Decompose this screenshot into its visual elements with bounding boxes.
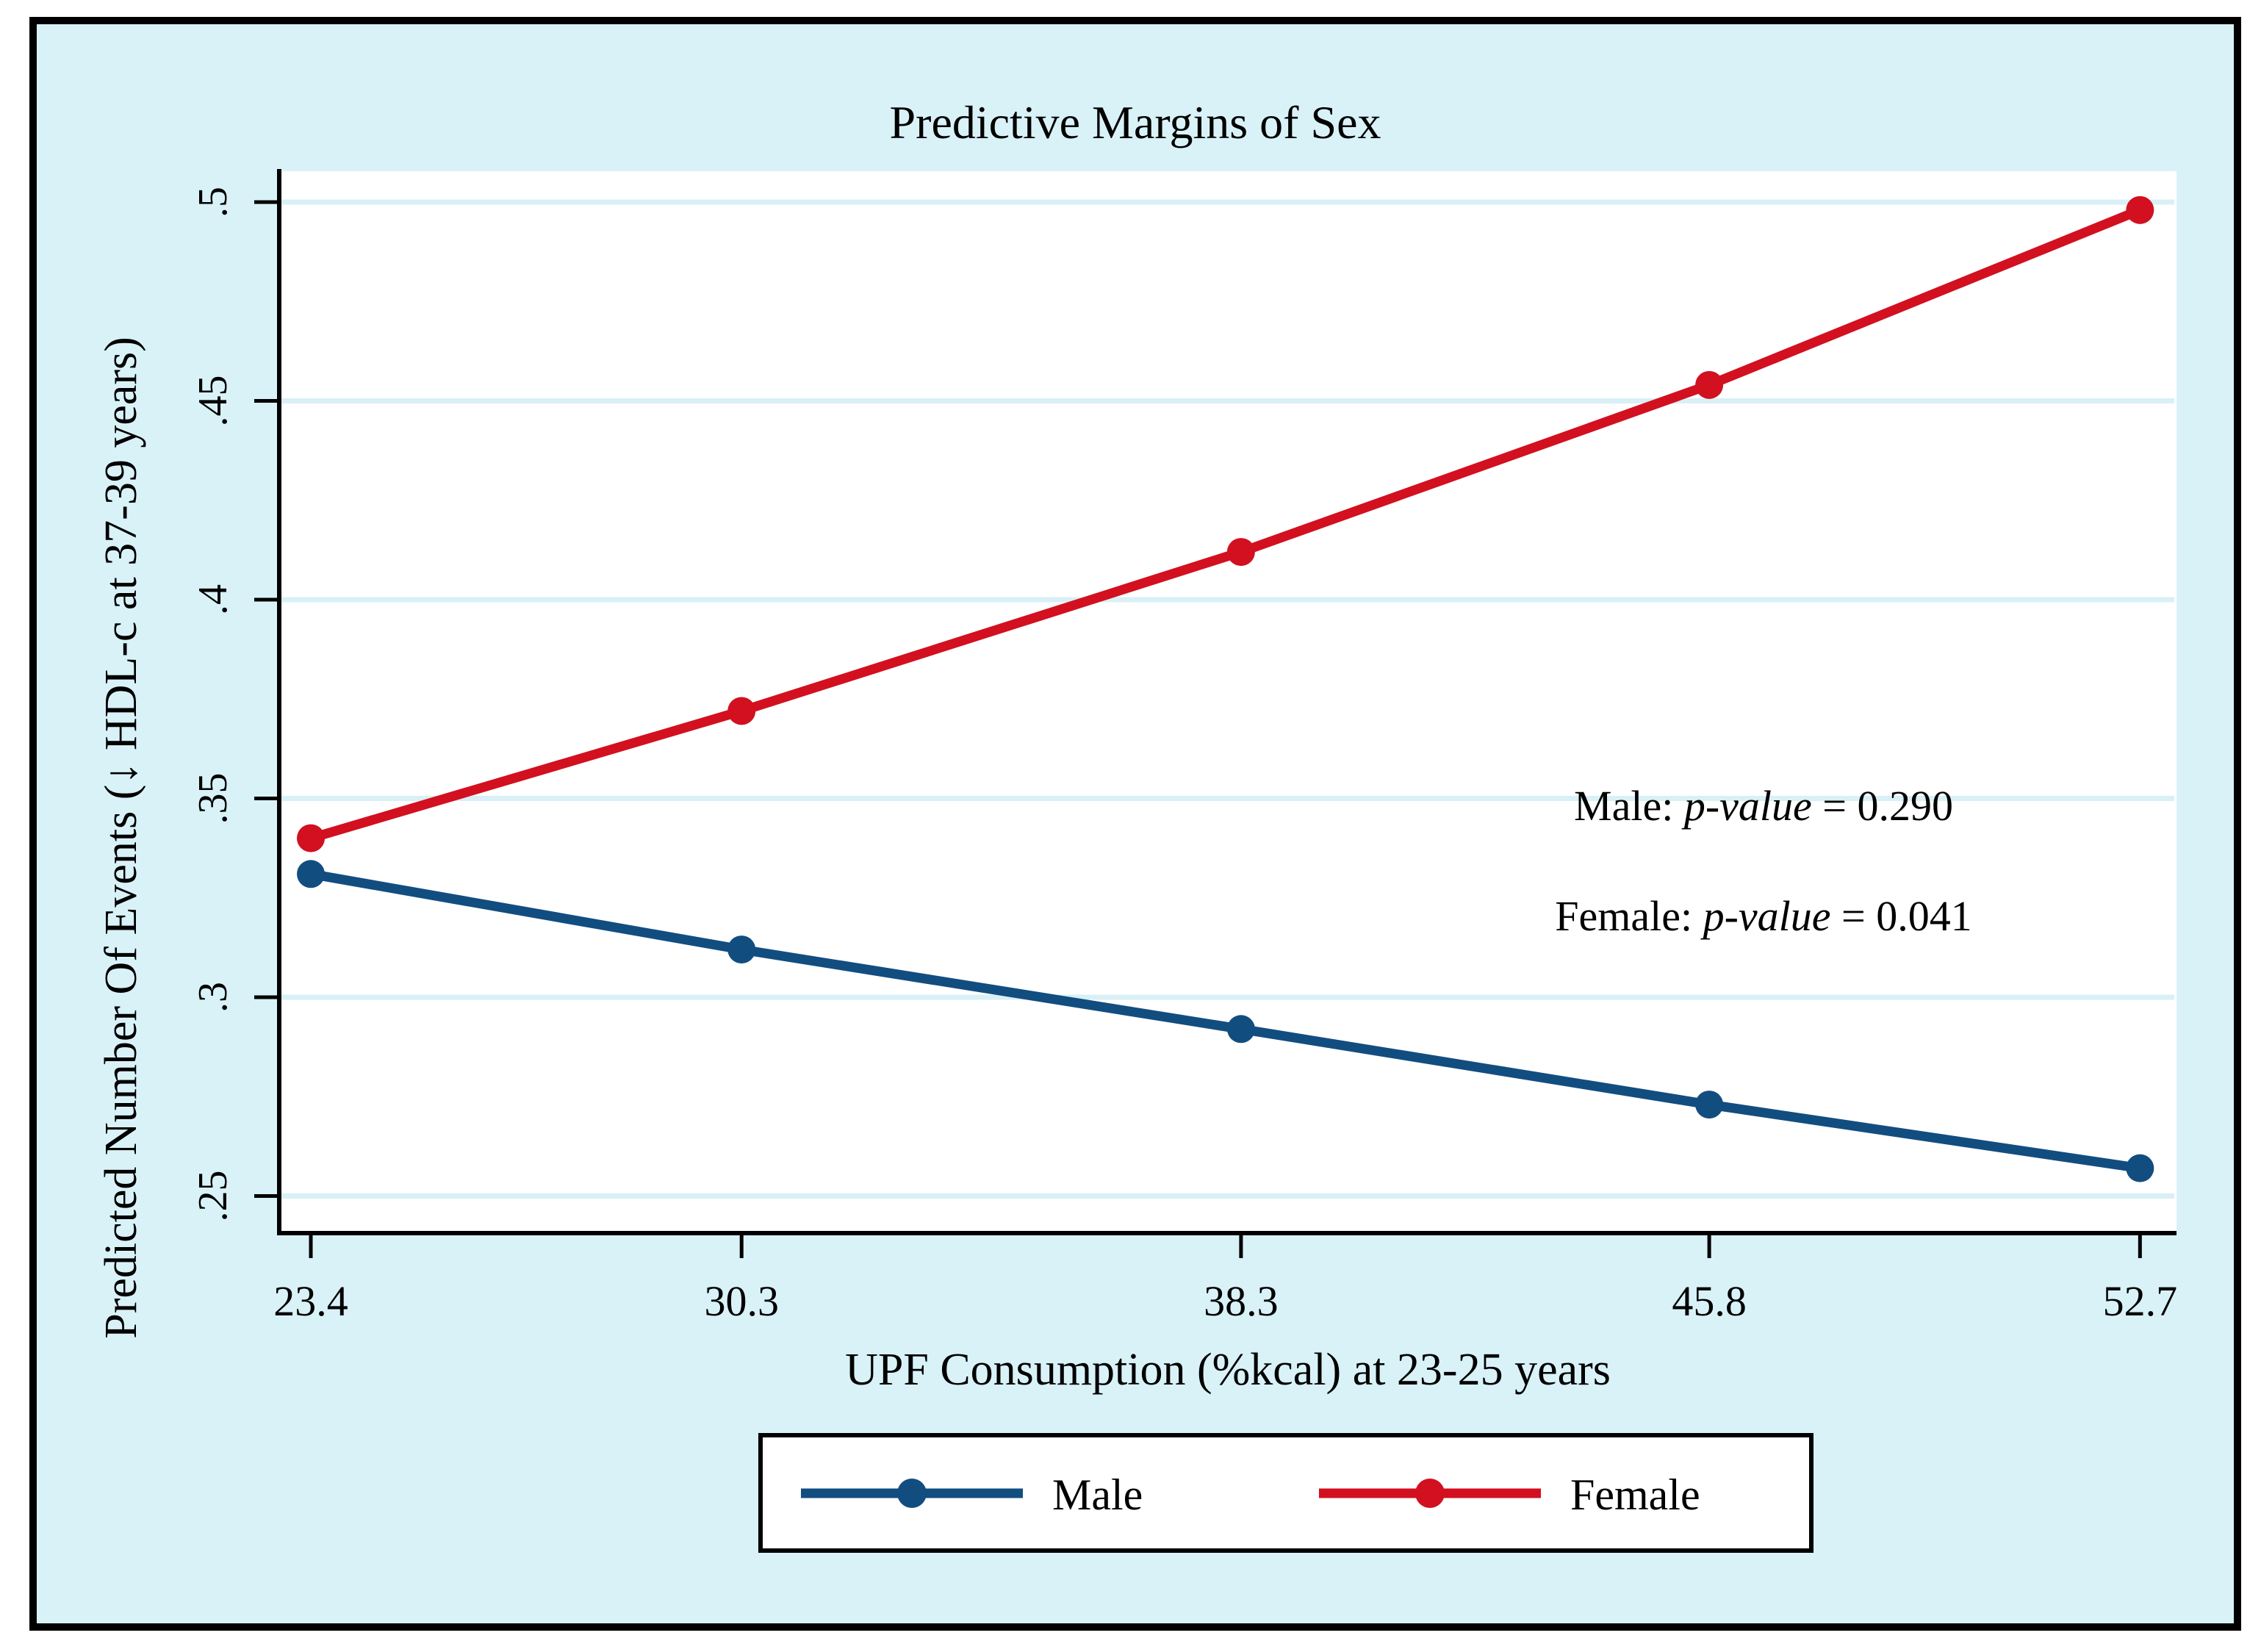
male-point [2126, 1154, 2154, 1182]
male-point [1695, 1091, 1724, 1119]
female-point [2126, 195, 2154, 224]
x-tick-label: 23.4 [273, 1277, 348, 1325]
annotation-male: Male: p-value = 0.290 [1574, 782, 1953, 830]
legend: Male Female [758, 1433, 1814, 1553]
x-tick-label: 45.8 [1672, 1277, 1747, 1325]
axes [277, 169, 2176, 1235]
y-axis-title: Predicted Number Of Events (↓ HDL-c at 3… [96, 337, 146, 1339]
legend-female-marker [1415, 1479, 1445, 1508]
legend-items: Male Female [801, 1470, 1700, 1519]
series-lines [297, 195, 2154, 1182]
legend-female-label: Female [1570, 1470, 1700, 1519]
y-tick-label: .35 [190, 773, 236, 825]
male-point [727, 935, 756, 964]
male-point [1226, 1015, 1255, 1044]
x-tick-label: 30.3 [704, 1277, 779, 1325]
female-point [727, 697, 756, 725]
x-tick-label: 38.3 [1204, 1277, 1279, 1325]
gridlines [281, 199, 2174, 1199]
y-tick-label: .45 [190, 376, 236, 427]
x-ticks [309, 1235, 2142, 1258]
x-tick-labels: 23.4 30.3 38.3 45.8 52.7 [273, 1277, 2177, 1325]
chart-title: Predictive Margins of Sex [890, 96, 1381, 148]
y-tick-label: .5 [190, 187, 236, 218]
y-ticks [254, 200, 277, 1198]
female-point [1226, 538, 1255, 567]
y-tick-label: .3 [190, 982, 236, 1013]
legend-male-marker [897, 1479, 927, 1508]
legend-male-label: Male [1052, 1470, 1143, 1519]
male-point [297, 860, 325, 888]
x-axis-title: UPF Consumption (%kcal) at 23-25 years [845, 1345, 1611, 1395]
female-point [1695, 370, 1724, 399]
x-tick-label: 52.7 [2103, 1277, 2178, 1325]
y-tick-labels: .25 .3 .35 .4 .45 .5 [190, 187, 236, 1222]
y-tick-label: .4 [190, 584, 236, 615]
female-point [297, 824, 325, 852]
annotation-female: Female: p-value = 0.041 [1555, 892, 1971, 940]
plot-area [279, 171, 2176, 1233]
y-tick-label: .25 [190, 1171, 236, 1222]
annotations: Male: p-value = 0.290 Female: p-value = 0… [1555, 782, 1971, 940]
